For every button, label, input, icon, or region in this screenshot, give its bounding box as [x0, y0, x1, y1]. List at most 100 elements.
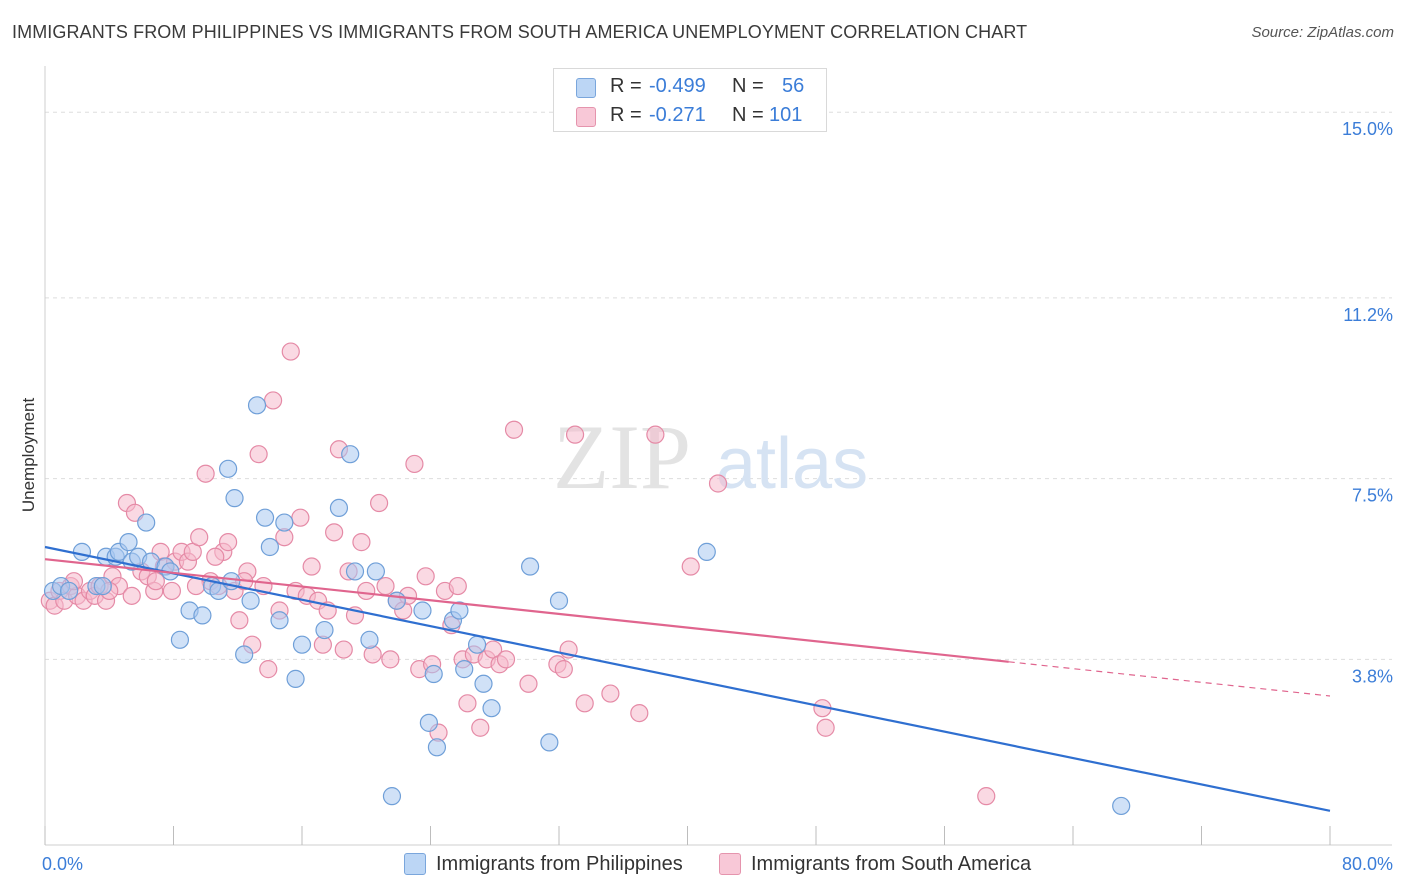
y-tick-label: 7.5%	[1352, 486, 1393, 506]
south-america-point	[263, 391, 283, 410]
philippines-point	[474, 674, 493, 693]
y-tick-label: 15.0%	[1342, 119, 1393, 139]
philippines-point	[260, 537, 279, 557]
stats-legend: R = -0.499 N = 56 R = -0.271 N = 101	[553, 68, 827, 132]
south-america-point	[448, 576, 467, 596]
philippines-point	[235, 645, 254, 664]
south-america-point	[376, 576, 395, 596]
south-america-point	[249, 445, 268, 464]
legend-label: Immigrants from South America	[751, 853, 1032, 875]
stats-row-philippines: R = -0.499 N = 56	[554, 72, 826, 102]
philippines-point	[225, 489, 244, 508]
south-america-point	[352, 533, 371, 552]
philippines-legend-swatch	[404, 853, 426, 875]
philippines-swatch	[576, 78, 596, 98]
source-label: Source: ZipAtlas.com	[1251, 24, 1394, 41]
philippines-point	[170, 630, 190, 649]
axes	[44, 66, 1392, 846]
stats-row-south-america: R = -0.271 N = 101	[554, 101, 826, 131]
south-america-point	[458, 694, 477, 713]
n-value: 101	[769, 104, 803, 126]
philippines-point	[241, 591, 260, 610]
south-america-point	[363, 645, 382, 664]
south-america-point	[291, 508, 310, 527]
south-america-point	[416, 567, 435, 586]
trend-lines	[44, 545, 1331, 812]
philippines-point	[467, 635, 487, 654]
south-america-point	[630, 703, 649, 723]
philippines-point	[315, 620, 334, 640]
philippines-point	[482, 699, 501, 718]
south-america-trend-line	[44, 558, 1009, 663]
philippines-point	[360, 630, 379, 649]
philippines-point	[341, 445, 360, 464]
south-america-point	[370, 493, 389, 513]
south-america-point	[565, 425, 585, 444]
r-label: R =	[610, 75, 642, 97]
philippines-point	[387, 591, 406, 610]
philippines-point	[93, 576, 112, 596]
south-america-point	[122, 586, 141, 605]
philippines-point	[450, 601, 469, 620]
philippines-point	[329, 498, 349, 518]
series-philippines	[43, 396, 1131, 816]
philippines-point	[59, 581, 79, 601]
south-america-point	[646, 425, 665, 444]
south-america-point	[496, 650, 516, 669]
philippines-point	[119, 533, 138, 552]
south-america-point	[325, 523, 344, 542]
south-america-point	[471, 718, 490, 737]
watermark-zip: ZIP	[553, 406, 691, 508]
philippines-point	[275, 513, 294, 532]
philippines-point	[419, 713, 438, 732]
south-america-point	[206, 547, 225, 566]
r-label: R =	[610, 104, 642, 126]
philippines-point	[413, 601, 432, 620]
south-america-point	[554, 660, 573, 679]
south-america-point	[219, 533, 238, 552]
south-america-point	[575, 694, 594, 713]
south-america-point	[816, 718, 835, 737]
philippines-point	[270, 611, 289, 630]
philippines-point	[520, 557, 540, 576]
philippines-point	[549, 591, 569, 610]
south-america-point	[259, 660, 278, 679]
south-america-point	[405, 454, 424, 474]
watermark-atlas: atlas	[716, 424, 868, 504]
philippines-point	[137, 513, 156, 532]
south-america-trend-line-extension	[1008, 661, 1331, 697]
r-value: -0.271	[649, 104, 706, 126]
south-america-point	[230, 611, 249, 630]
south-america-point	[381, 650, 400, 669]
philippines-point	[424, 664, 443, 684]
south-america-point	[601, 684, 620, 703]
philippines-point	[697, 542, 716, 561]
south-america-legend-swatch	[719, 853, 741, 875]
south-america-point	[146, 572, 165, 591]
philippines-point	[286, 669, 305, 688]
x-tick-label-min: 0.0%	[42, 854, 83, 874]
legend-label: Immigrants from Philippines	[436, 853, 683, 875]
philippines-point	[540, 733, 559, 752]
south-america-point	[681, 557, 700, 576]
philippines-trend-line	[44, 545, 1331, 812]
n-label: N =	[732, 75, 764, 97]
grid	[45, 111, 1392, 660]
philippines-point	[193, 606, 212, 625]
south-america-point	[977, 787, 996, 806]
philippines-point	[255, 508, 275, 527]
south-america-swatch	[576, 107, 596, 127]
philippines-point	[382, 787, 402, 806]
south-america-point	[357, 581, 376, 601]
south-america-point	[334, 640, 353, 659]
philippines-point	[219, 459, 238, 478]
philippines-point	[455, 660, 474, 679]
y-tick-label: 11.2%	[1343, 305, 1393, 325]
philippines-point	[366, 562, 385, 581]
south-america-point	[519, 674, 538, 693]
y-axis-title: Unemployment	[19, 398, 38, 513]
philippines-point	[427, 738, 447, 757]
south-america-point	[302, 557, 321, 576]
philippines-point	[247, 396, 267, 415]
